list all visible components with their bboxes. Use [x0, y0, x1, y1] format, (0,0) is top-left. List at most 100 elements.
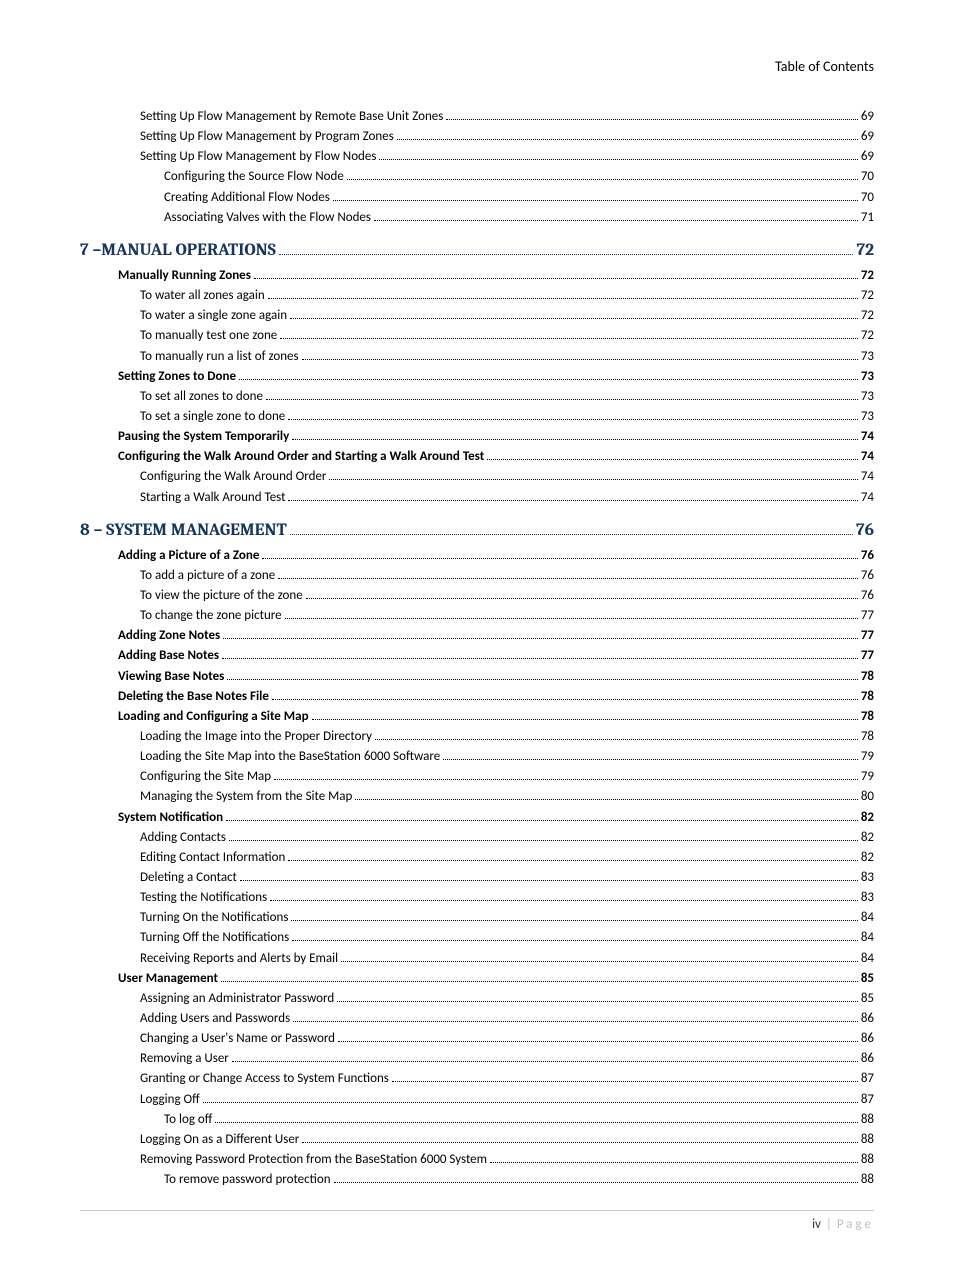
toc-entry[interactable]: Adding a Picture of a Zone76 [80, 546, 874, 566]
toc-entry[interactable]: Deleting the Base Notes File78 [80, 687, 874, 707]
toc-entry[interactable]: Managing the System from the Site Map80 [80, 787, 874, 807]
toc-label: Removing a User [140, 1049, 229, 1069]
toc-entry[interactable]: Adding Base Notes77 [80, 646, 874, 666]
toc-entry[interactable]: To add a picture of a zone 76 [80, 566, 874, 586]
toc-page-number: 82 [861, 828, 874, 848]
toc-leader-dots [223, 630, 858, 640]
toc-entry[interactable]: To log off88 [80, 1110, 874, 1130]
toc-leader-dots [397, 130, 858, 140]
toc-entry[interactable]: Loading and Configuring a Site Map78 [80, 707, 874, 727]
toc-entry[interactable]: Logging On as a Different User88 [80, 1130, 874, 1150]
toc-label: Testing the Notifications [140, 888, 267, 908]
toc-leader-dots [229, 831, 858, 841]
toc-entry[interactable]: Granting or Change Access to System Func… [80, 1069, 874, 1089]
toc-entry[interactable]: Setting Zones to Done73 [80, 367, 874, 387]
toc-page-number: 76 [861, 546, 874, 566]
toc-entry[interactable]: Setting Up Flow Management by Remote Bas… [80, 107, 874, 127]
toc-entry[interactable]: To water all zones again72 [80, 286, 874, 306]
toc-leader-dots [254, 269, 858, 279]
toc-entry[interactable]: System Notification82 [80, 808, 874, 828]
toc-page-number: 84 [861, 928, 874, 948]
toc-entry[interactable]: Adding Contacts82 [80, 828, 874, 848]
toc-page-number: 74 [861, 427, 874, 447]
toc-label: Removing Password Protection from the Ba… [140, 1150, 487, 1170]
toc-leader-dots [268, 289, 858, 299]
toc-page-number: 69 [861, 107, 874, 127]
toc-entry[interactable]: Setting Up Flow Management by Flow Nodes… [80, 147, 874, 167]
toc-page-number: 86 [861, 1009, 874, 1029]
toc-entry[interactable]: Removing a User86 [80, 1049, 874, 1069]
toc-entry[interactable]: Logging Off87 [80, 1090, 874, 1110]
toc-entry[interactable]: Assigning an Administrator Password85 [80, 989, 874, 1009]
toc-entry[interactable]: Loading the Image into the Proper Direct… [80, 727, 874, 747]
toc-label: Loading the Image into the Proper Direct… [140, 727, 372, 747]
toc-leader-dots [490, 1153, 858, 1163]
toc-page-number: 76 [861, 566, 874, 586]
toc-entry[interactable]: To set all zones to done73 [80, 387, 874, 407]
toc-entry[interactable]: To manually run a list of zones73 [80, 347, 874, 367]
toc-page-number: 69 [861, 147, 874, 167]
toc-label: Adding Zone Notes [118, 626, 220, 646]
toc-entry[interactable]: Testing the Notifications 83 [80, 888, 874, 908]
toc-entry[interactable]: Adding Zone Notes 77 [80, 626, 874, 646]
toc-entry[interactable]: Removing Password Protection from the Ba… [80, 1150, 874, 1170]
toc-entry[interactable]: Configuring the Walk Around Order and St… [80, 447, 874, 467]
toc-leader-dots [291, 912, 857, 922]
toc-label: To water all zones again [140, 286, 265, 306]
toc-leader-dots [302, 350, 858, 360]
toc-entry[interactable]: Loading the Site Map into the BaseStatio… [80, 747, 874, 767]
toc-entry[interactable]: Associating Valves with the Flow Nodes71 [80, 208, 874, 228]
toc-leader-dots [334, 1173, 858, 1183]
toc-entry[interactable]: Starting a Walk Around Test74 [80, 488, 874, 508]
toc-entry[interactable]: Creating Additional Flow Nodes 70 [80, 188, 874, 208]
toc-label: 8 – SYSTEM MANAGEMENT [80, 517, 287, 544]
toc-entry[interactable]: To remove password protection88 [80, 1170, 874, 1190]
toc-page-number: 70 [861, 167, 874, 187]
toc-chapter[interactable]: 8 – SYSTEM MANAGEMENT76 [80, 517, 874, 544]
toc-leader-dots [270, 891, 858, 901]
toc-entry[interactable]: To set a single zone to done73 [80, 407, 874, 427]
toc-entry[interactable]: Adding Users and Passwords86 [80, 1009, 874, 1029]
toc-label: Assigning an Administrator Password [140, 989, 334, 1009]
toc-label: Setting Up Flow Management by Program Zo… [140, 127, 394, 147]
toc-leader-dots [338, 1032, 858, 1042]
toc-entry[interactable]: Manually Running Zones72 [80, 266, 874, 286]
toc-entry[interactable]: Configuring the Site Map79 [80, 767, 874, 787]
toc-page-number: 88 [861, 1150, 874, 1170]
toc-entry[interactable]: Changing a User's Name or Password86 [80, 1029, 874, 1049]
toc-entry[interactable]: Configuring the Source Flow Node70 [80, 167, 874, 187]
toc-entry[interactable]: User Management85 [80, 969, 874, 989]
toc-label: To remove password protection [164, 1170, 331, 1190]
toc-entry[interactable]: Turning On the Notifications84 [80, 908, 874, 928]
toc-entry[interactable]: Receiving Reports and Alerts by Email84 [80, 949, 874, 969]
toc-page-number: 70 [861, 188, 874, 208]
toc-label: Starting a Walk Around Test [140, 488, 285, 508]
toc-label: Creating Additional Flow Nodes [164, 188, 330, 208]
toc-label: To add a picture of a zone [140, 566, 275, 586]
toc-chapter[interactable]: 7 –MANUAL OPERATIONS72 [80, 237, 874, 264]
toc-entry[interactable]: Turning Off the Notifications84 [80, 928, 874, 948]
toc-entry[interactable]: Editing Contact Information82 [80, 848, 874, 868]
toc-label: Adding Base Notes [118, 646, 219, 666]
toc-entry[interactable]: To water a single zone again72 [80, 306, 874, 326]
toc-label: Changing a User's Name or Password [140, 1029, 335, 1049]
toc-leader-dots [312, 710, 858, 720]
toc-label: Configuring the Walk Around Order and St… [118, 447, 484, 467]
toc-entry[interactable]: Viewing Base Notes78 [80, 667, 874, 687]
toc-entry[interactable]: Deleting a Contact83 [80, 868, 874, 888]
toc-page-number: 74 [861, 447, 874, 467]
toc-page-number: 83 [861, 888, 874, 908]
toc-entry[interactable]: To change the zone picture77 [80, 606, 874, 626]
toc-entry[interactable]: Setting Up Flow Management by Program Zo… [80, 127, 874, 147]
toc-entry[interactable]: To manually test one zone72 [80, 326, 874, 346]
toc-leader-dots [227, 670, 857, 680]
toc-leader-dots [288, 851, 857, 861]
toc-page-number: 77 [861, 626, 874, 646]
toc-page-number: 84 [861, 908, 874, 928]
toc-label: Setting Up Flow Management by Remote Bas… [140, 107, 443, 127]
toc-entry[interactable]: Pausing the System Temporarily74 [80, 427, 874, 447]
toc-leader-dots [446, 110, 857, 120]
toc-entry[interactable]: To view the picture of the zone76 [80, 586, 874, 606]
toc-entry[interactable]: Configuring the Walk Around Order74 [80, 467, 874, 487]
toc-leader-dots [288, 410, 858, 420]
